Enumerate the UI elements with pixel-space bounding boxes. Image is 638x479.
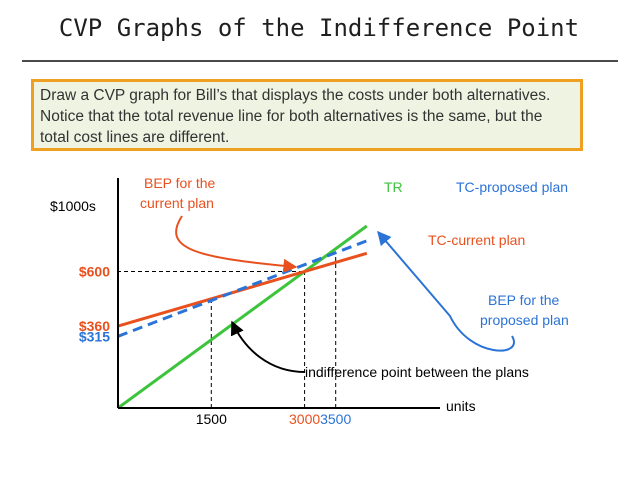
indifference-annotation: indifference point between the plans xyxy=(230,320,529,380)
bep-proposed-label-line1: BEP for the xyxy=(488,292,560,308)
series-line-tr xyxy=(117,224,368,410)
legend-tc-proposed: TC-proposed plan xyxy=(456,179,568,195)
bep-current-label-line2: current plan xyxy=(140,195,214,211)
slide-title: CVP Graphs of the Indifference Point xyxy=(58,14,580,42)
bep-current-annotation: BEP for the current plan xyxy=(140,175,298,273)
x-tick-label-3500: 3500 xyxy=(320,411,351,427)
instruction-callout: Draw a CVP graph for Bill’s that display… xyxy=(31,79,583,151)
title-divider xyxy=(22,60,618,62)
y-tick-label-360: $360 xyxy=(79,318,110,334)
bep-proposed-annotation: BEP for the proposed plan xyxy=(377,230,569,352)
bep-current-label-line1: BEP for the xyxy=(144,175,216,191)
bep-current-arrow xyxy=(175,215,298,273)
bep-proposed-arrow xyxy=(377,230,515,352)
legend-tc-current: TC-current plan xyxy=(428,232,525,248)
series-line-tc-proposed xyxy=(117,239,368,338)
indifference-label: indifference point between the plans xyxy=(305,364,529,380)
legend-tr: TR xyxy=(384,179,403,195)
indifference-arrow xyxy=(230,320,306,373)
x-axis-label: units xyxy=(446,398,476,414)
y-tick-label-600: $600 xyxy=(79,264,110,280)
y-axis-label: $1000s xyxy=(50,198,96,214)
x-tick-label-1500: 1500 xyxy=(196,411,227,427)
x-tick-label-3000: 3000 xyxy=(289,411,320,427)
bep-proposed-label-line2: proposed plan xyxy=(480,312,569,328)
y-tick-label-315: $315 xyxy=(79,328,110,344)
